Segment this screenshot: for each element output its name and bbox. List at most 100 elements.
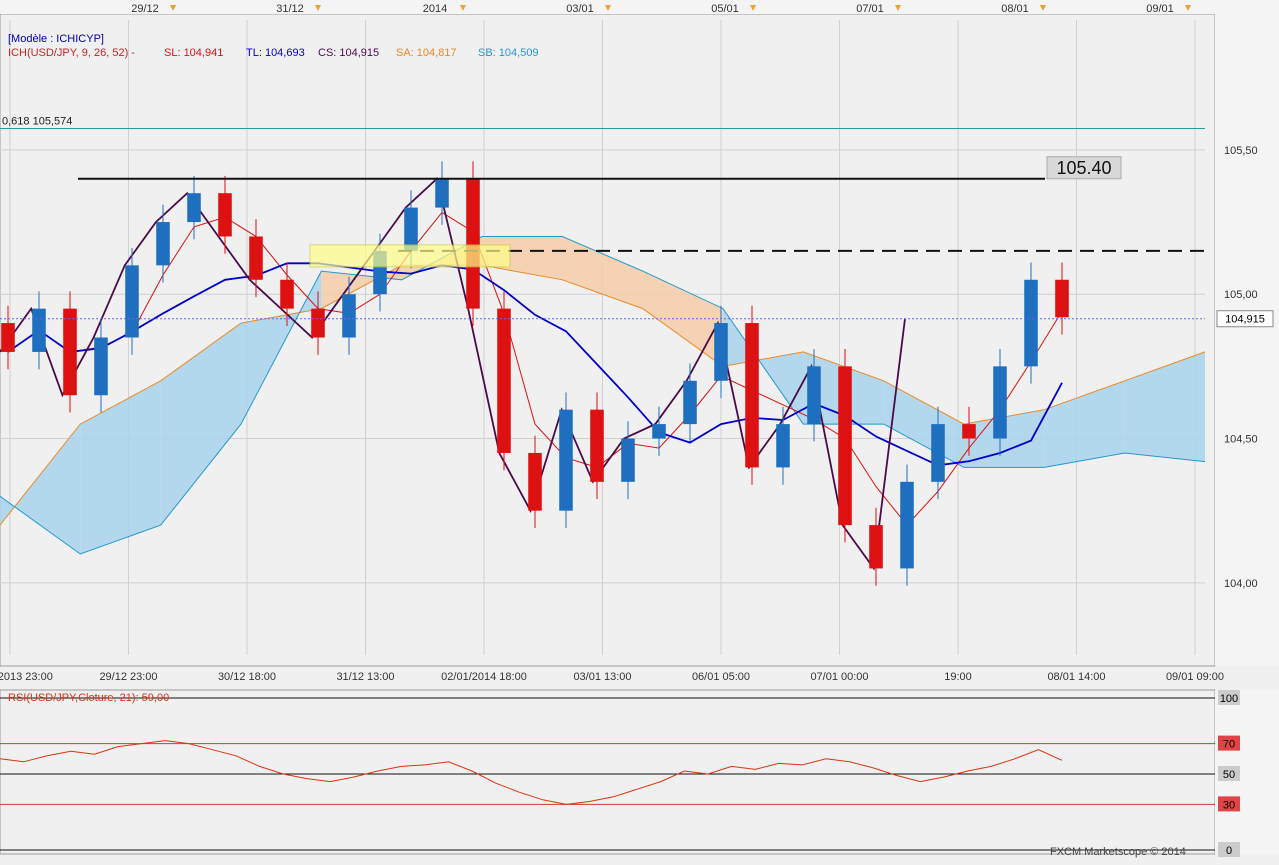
candle-body: [776, 424, 790, 468]
x-tick-label: 30/12 18:00: [218, 671, 276, 683]
tl-label: TL: 104,693: [246, 47, 305, 59]
kumo-segment: [160, 323, 241, 526]
kumo-segment: [1124, 351, 1205, 462]
kumo-segment: [562, 236, 643, 309]
candle-body: [125, 265, 139, 338]
main-panel: [0, 13, 1216, 667]
indicator-legend: ICH(USD/JPY, 9, 26, 52) - SL: 104,941 TL…: [8, 47, 539, 59]
watermark: FXCM Marketscope © 2014: [1050, 846, 1186, 858]
kijun-sen-line: [7, 262, 1063, 467]
candle-body: [652, 424, 666, 439]
candle-body: [32, 308, 46, 352]
top-date-label: 2014: [423, 3, 447, 15]
x-tick-label: 29/12 23:00: [99, 671, 157, 683]
highlight-zone: [309, 244, 511, 268]
candle-body: [311, 308, 325, 338]
model-label: [Modèle : ICHICYP]: [8, 33, 104, 45]
candle-body: [807, 366, 821, 425]
session-marker-icon: [315, 5, 321, 11]
candle-body: [280, 279, 294, 309]
candle-body: [714, 323, 728, 381]
candle-body: [435, 178, 449, 208]
x-tick-label: 02/01/2014 18:00: [441, 671, 527, 683]
candle-body: [1024, 279, 1038, 367]
candle-body: [404, 207, 418, 251]
x-tick-label: 08/01 14:00: [1047, 671, 1105, 683]
candle-body: [900, 481, 914, 569]
x-tick-label: 03/01 13:00: [573, 671, 631, 683]
rsi-tick-label: 0: [1226, 845, 1232, 857]
rsi-title: RSI(USD/JPY,Cloture, 21): 59,00: [8, 692, 169, 704]
rsi-tick-tag: [1218, 766, 1240, 781]
candle-body: [249, 236, 263, 280]
rsi-tick-label: 100: [1220, 693, 1238, 705]
y-tick-label: 105,50: [1224, 145, 1258, 157]
rsi-panel: [0, 689, 1216, 855]
fib-level-label: 0,618 105,574: [2, 116, 72, 128]
y-tick-label: 105,00: [1224, 289, 1258, 301]
session-marker-icon: [460, 5, 466, 11]
candle-body: [838, 366, 852, 526]
kumo-segment: [642, 271, 723, 367]
rsi-tick-label: 50: [1223, 769, 1235, 781]
candle-body: [187, 193, 201, 223]
session-marker-icon: [605, 5, 611, 11]
kumo-segment: [0, 424, 81, 554]
candle-body: [218, 193, 232, 237]
top-date-label: 29/12: [131, 3, 159, 15]
x-tick-label: 06/01 05:00: [692, 671, 750, 683]
candle-body: [683, 380, 697, 425]
rsi-tick-label: 30: [1223, 799, 1235, 811]
candle-body: [559, 409, 573, 511]
candle-body: [1, 323, 15, 352]
x-tick-label: 31/12 13:00: [336, 671, 394, 683]
resistance-label: 105.40: [1056, 158, 1111, 178]
kumo-segment: [321, 265, 402, 309]
candle-body: [497, 308, 511, 453]
last-price-label: 104,915: [1225, 314, 1265, 326]
rsi-tick-tag: [1218, 690, 1240, 705]
candle-body: [528, 452, 542, 511]
session-marker-icon: [1040, 5, 1046, 11]
candle-body: [962, 424, 976, 439]
candle-body: [869, 525, 883, 569]
top-date-label: 03/01: [566, 3, 594, 15]
candle-body: [94, 337, 108, 396]
resistance-label-box: [1046, 156, 1122, 180]
candle-body: [156, 222, 170, 266]
candle-body: [342, 294, 356, 338]
x-tick-label: 26/12/2013 23:00: [0, 671, 53, 683]
candle-body: [1055, 279, 1069, 318]
rsi-tick-tag: [1218, 796, 1240, 812]
axis-labels: 104,00 104,50 105,00 105,50 26/12/2013 23:00…: [0, 3, 1258, 683]
session-marker-icon: [1185, 5, 1191, 11]
x-tick-label: 09/01 09:00: [1166, 671, 1224, 683]
kumo-segment: [80, 380, 161, 554]
sb-label: SB: 104,509: [478, 47, 539, 59]
rsi-tick-tag: [1218, 842, 1240, 857]
sl-label: SL: 104,941: [164, 47, 223, 59]
top-date-label: 05/01: [711, 3, 739, 15]
candle-body: [993, 366, 1007, 439]
session-marker-icon: [895, 5, 901, 11]
candle-body: [745, 323, 759, 468]
top-date-strip: [0, 0, 1279, 14]
indicator-label: ICH(USD/JPY, 9, 26, 52) -: [8, 47, 135, 59]
top-date-label: 09/01: [1146, 3, 1174, 15]
sa-label: SA: 104,817: [396, 47, 457, 59]
y-tick-label: 104,00: [1224, 578, 1258, 590]
top-date-label: 31/12: [276, 3, 304, 15]
top-date-label: 08/01: [1001, 3, 1029, 15]
price-levels: 0,618 105,574 105.40 104,915: [0, 116, 1274, 328]
x-tick-label: 07/01 00:00: [810, 671, 868, 683]
candle-body: [466, 178, 480, 309]
candle-body: [63, 308, 77, 396]
rsi-chart: 0 30 50 70 100: [0, 690, 1240, 857]
price-axis: [1215, 14, 1279, 666]
tenkan-sen-line: [7, 211, 1063, 526]
y-tick-label: 104,50: [1224, 434, 1258, 446]
x-tick-label: 19:00: [944, 671, 972, 683]
rsi-tick-tag: [1218, 735, 1240, 751]
